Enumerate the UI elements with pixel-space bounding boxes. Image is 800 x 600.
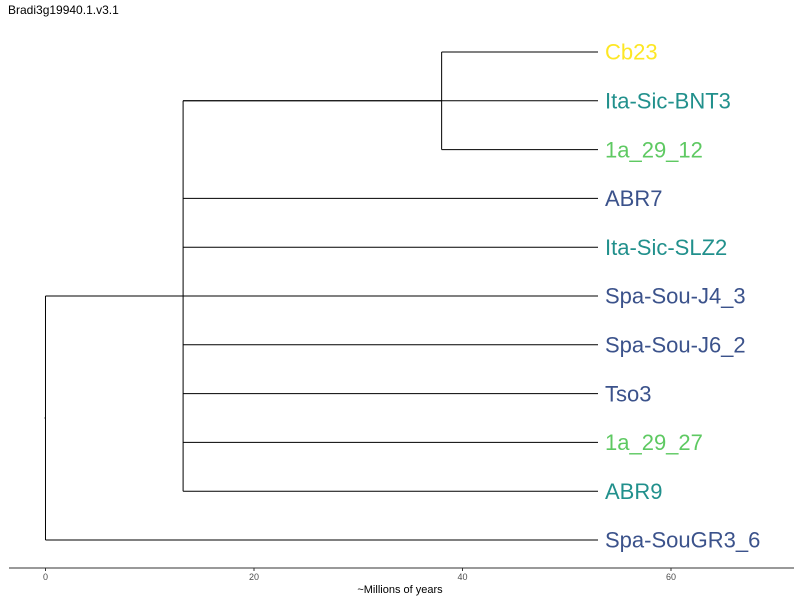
axis-tick-label: 0 — [43, 572, 48, 582]
axis-title: ~Millions of years — [357, 584, 443, 596]
plot-title: Bradi3g19940.1.v3.1 — [8, 3, 119, 17]
tip-label: Spa-Sou-J4_3 — [605, 284, 746, 309]
tip-label: Spa-Sou-J6_2 — [605, 333, 746, 358]
tip-label: Tso3 — [605, 381, 651, 406]
tip-labels: Cb23 Ita-Sic-BNT3 1a_29_12 ABR7 Ita-Sic-SLZ2… — [605, 40, 760, 553]
tip-label: ABR7 — [605, 186, 662, 211]
tip-label: 1a_29_27 — [605, 430, 703, 455]
axis-tick-label: 40 — [457, 572, 467, 582]
tip-label: 1a_29_12 — [605, 137, 703, 162]
tip-label: Ita-Sic-SLZ2 — [605, 235, 727, 260]
tip-label: Ita-Sic-BNT3 — [605, 89, 731, 114]
tip-label: ABR9 — [605, 479, 662, 504]
tree-branches — [44, 51, 599, 541]
axis-ticks: 0 20 40 60 — [43, 568, 676, 582]
tip-label: Spa-SouGR3_6 — [605, 528, 760, 553]
axis-tick-label: 20 — [249, 572, 259, 582]
time-axis: 0 20 40 60 ~Millions of years — [9, 567, 794, 596]
tip-label: Cb23 — [605, 40, 658, 65]
axis-tick-label: 60 — [666, 572, 676, 582]
